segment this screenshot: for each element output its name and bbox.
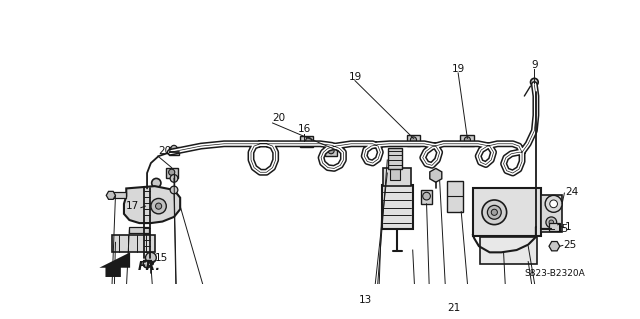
- Bar: [325, 146, 337, 156]
- Circle shape: [145, 252, 156, 263]
- Circle shape: [546, 197, 557, 208]
- Bar: [549, 223, 560, 231]
- Bar: [406, 135, 420, 146]
- Bar: [383, 168, 411, 186]
- Text: 21: 21: [447, 303, 461, 313]
- Circle shape: [550, 200, 557, 208]
- Polygon shape: [124, 186, 180, 223]
- Circle shape: [464, 137, 470, 143]
- Bar: [129, 227, 148, 233]
- Text: 20: 20: [273, 113, 285, 122]
- Circle shape: [170, 174, 178, 182]
- Circle shape: [171, 145, 177, 152]
- Circle shape: [151, 198, 166, 214]
- Circle shape: [143, 260, 151, 268]
- Circle shape: [422, 192, 431, 200]
- Text: 19: 19: [451, 64, 465, 74]
- Circle shape: [482, 200, 507, 225]
- Bar: [113, 235, 155, 252]
- Circle shape: [492, 209, 497, 215]
- Text: 15: 15: [155, 253, 168, 263]
- Text: 20: 20: [158, 146, 171, 157]
- Circle shape: [152, 178, 161, 188]
- Bar: [382, 185, 413, 229]
- Text: 9: 9: [531, 60, 538, 70]
- Circle shape: [306, 137, 312, 144]
- Circle shape: [488, 205, 501, 219]
- Bar: [473, 189, 541, 236]
- Bar: [111, 192, 126, 198]
- Polygon shape: [430, 168, 442, 182]
- Circle shape: [410, 137, 417, 143]
- Polygon shape: [549, 241, 560, 251]
- Text: S823-B2320A: S823-B2320A: [524, 270, 585, 278]
- Bar: [421, 190, 432, 204]
- Bar: [166, 168, 178, 178]
- Bar: [168, 147, 179, 155]
- Bar: [390, 168, 401, 180]
- Text: 19: 19: [348, 72, 362, 82]
- Bar: [447, 181, 463, 211]
- Text: 16: 16: [298, 124, 311, 134]
- Circle shape: [156, 203, 162, 209]
- Circle shape: [546, 217, 557, 228]
- Text: 13: 13: [358, 295, 372, 305]
- Bar: [300, 136, 314, 147]
- Circle shape: [532, 225, 540, 232]
- Circle shape: [549, 220, 554, 225]
- Text: 25: 25: [564, 240, 577, 250]
- Circle shape: [531, 78, 538, 86]
- Bar: [388, 148, 402, 169]
- Circle shape: [545, 195, 562, 212]
- Bar: [541, 195, 562, 232]
- Polygon shape: [99, 252, 130, 277]
- Circle shape: [170, 186, 178, 194]
- Polygon shape: [106, 191, 115, 199]
- Text: 24: 24: [565, 187, 579, 197]
- Bar: [460, 135, 474, 146]
- Bar: [481, 237, 537, 264]
- Text: 15: 15: [556, 224, 569, 234]
- Circle shape: [549, 200, 554, 204]
- Text: 1: 1: [565, 222, 572, 232]
- Circle shape: [328, 148, 334, 154]
- Text: 17: 17: [126, 201, 140, 211]
- Text: FR.: FR.: [138, 260, 161, 273]
- Circle shape: [168, 169, 175, 175]
